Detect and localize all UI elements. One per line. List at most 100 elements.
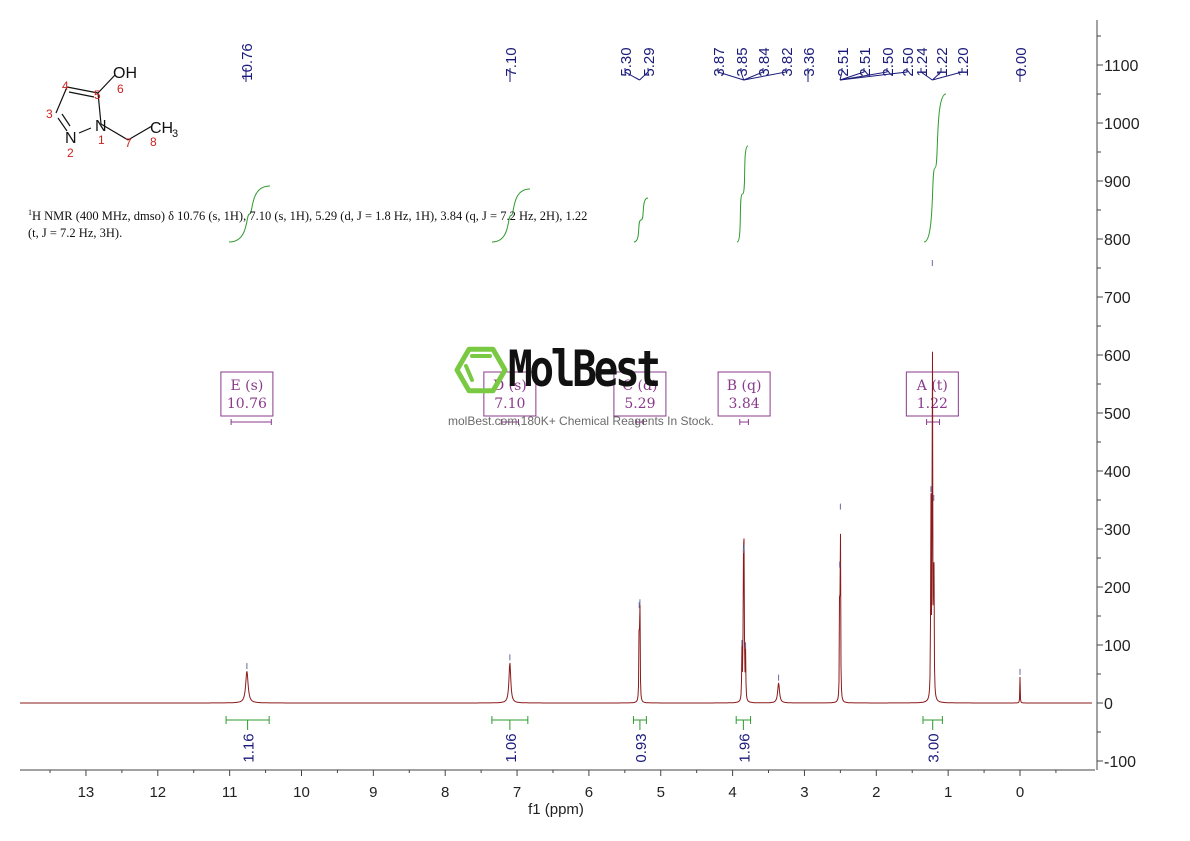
integral-value: 3.00 bbox=[926, 733, 943, 762]
superscript: 1 bbox=[28, 208, 32, 217]
x-tick-label: 2 bbox=[872, 784, 880, 801]
atom-number: 5 bbox=[94, 88, 101, 102]
y-tick-label: -100 bbox=[1104, 754, 1136, 771]
atom-number: 4 bbox=[62, 79, 69, 93]
peak-shift-label: 3.87 bbox=[711, 47, 728, 76]
y-tick-label: 200 bbox=[1104, 580, 1131, 597]
peak-label-connector bbox=[639, 68, 649, 81]
peak-label-connector bbox=[743, 68, 787, 81]
peak-label-connector bbox=[932, 68, 942, 81]
peak-shift-label: 1.24 bbox=[914, 47, 931, 76]
multiplet-shift: 7.10 bbox=[494, 396, 525, 412]
y-tick-label: 600 bbox=[1104, 348, 1131, 365]
x-tick-label: 8 bbox=[441, 784, 449, 801]
multiplet-range bbox=[500, 419, 519, 425]
y-tick-label: 500 bbox=[1104, 406, 1131, 423]
integral-value: 1.16 bbox=[241, 733, 258, 762]
multiplet-box bbox=[483, 371, 537, 417]
double-bond bbox=[61, 113, 71, 127]
x-tick-label: 12 bbox=[149, 784, 166, 801]
peak-label-connector bbox=[743, 68, 764, 81]
peak-shift-label: 0.00 bbox=[1013, 47, 1030, 76]
y-tick-label: 900 bbox=[1104, 174, 1131, 191]
peak-shift-label: 3.36 bbox=[801, 47, 818, 76]
peak-label-connector bbox=[839, 68, 865, 81]
bond bbox=[97, 74, 116, 94]
y-tick-label: 1000 bbox=[1104, 116, 1140, 133]
integral-value: 1.06 bbox=[503, 733, 520, 762]
multiplet-shift: 10.76 bbox=[227, 396, 267, 412]
multiplet-label: A (t) bbox=[916, 378, 948, 394]
atom-number: 3 bbox=[46, 107, 53, 121]
peak-label-connector bbox=[839, 68, 888, 81]
x-axis: 13 12 11 10 9 8 7 6 5 4 3 2 1 0f1 (ppm) bbox=[20, 769, 1095, 818]
integral-curve bbox=[491, 188, 531, 243]
integral-bar bbox=[225, 716, 270, 730]
integral-curve bbox=[736, 145, 749, 243]
x-tick-label: 3 bbox=[800, 784, 808, 801]
peak-shift-label: 3.85 bbox=[734, 47, 751, 76]
atom-number: 8 bbox=[150, 135, 157, 149]
integral-curve bbox=[228, 185, 271, 243]
peak-label-connector bbox=[920, 68, 933, 81]
integral-bar bbox=[491, 716, 529, 730]
bond bbox=[78, 127, 92, 134]
peak-label-connector bbox=[839, 68, 908, 81]
multiplet-box bbox=[220, 371, 274, 417]
peak-shift-label: 5.30 bbox=[618, 47, 635, 76]
peak-shift-label: 1.22 bbox=[934, 47, 951, 76]
multiplet-box bbox=[613, 371, 667, 417]
peak-shift-label: 7.10 bbox=[503, 47, 520, 76]
atom-number: 7 bbox=[125, 136, 132, 150]
integral-value: 0.93 bbox=[633, 733, 650, 762]
x-tick-label: 7 bbox=[513, 784, 521, 801]
x-tick-label: 0 bbox=[1016, 784, 1024, 801]
atom-number: 1 bbox=[98, 133, 105, 147]
peak-shift-label: 3.82 bbox=[779, 47, 796, 76]
peak-label-connector bbox=[932, 68, 963, 81]
double-bond bbox=[57, 117, 68, 132]
atom-number: 2 bbox=[67, 146, 74, 160]
double-bond bbox=[66, 86, 99, 94]
multiplet-label: B (q) bbox=[727, 378, 762, 394]
integral-bar bbox=[632, 716, 647, 730]
peak-shift-label: 2.51 bbox=[857, 47, 874, 76]
y-tick-label: 300 bbox=[1104, 522, 1131, 539]
spectrum-trace bbox=[20, 260, 1092, 704]
atom-CH3-subscript: 3 bbox=[172, 128, 178, 140]
multiplet-range bbox=[635, 419, 645, 425]
x-tick-label: 4 bbox=[728, 784, 736, 801]
multiplet-box bbox=[717, 371, 771, 417]
x-tick-label: 9 bbox=[369, 784, 377, 801]
peak-shift-label: 1.20 bbox=[955, 47, 972, 76]
peak-shift-label: 2.50 bbox=[900, 47, 917, 76]
peak-shift-label: 2.50 bbox=[880, 47, 897, 76]
multiplet-shift: 5.29 bbox=[624, 396, 655, 412]
integral-curve bbox=[923, 93, 947, 243]
atom-N1: N bbox=[95, 118, 107, 135]
x-tick-label: 6 bbox=[585, 784, 593, 801]
bond bbox=[127, 125, 153, 141]
multiplet-shift: 3.84 bbox=[729, 396, 760, 412]
peak-shift-label: 5.29 bbox=[641, 47, 658, 76]
multiplet-label: D (s) bbox=[493, 378, 527, 394]
multiplet-annotations: E (s) 10.76 D (s) 7.10 C (d) 5.29 B (q) 3.84 A (… bbox=[220, 371, 959, 425]
watermark-brand: MolBest bbox=[508, 340, 661, 398]
hexagon-icon bbox=[454, 346, 508, 394]
peak-shift-label: 10.76 bbox=[239, 43, 256, 81]
integral-curve bbox=[633, 197, 649, 243]
multiplet-label: C (d) bbox=[622, 378, 657, 394]
bond bbox=[97, 92, 102, 125]
bond bbox=[55, 86, 68, 114]
y-tick-label: 1100 bbox=[1104, 58, 1139, 75]
atom-N2: N bbox=[65, 130, 77, 147]
hexagon-inner-line bbox=[464, 364, 474, 382]
x-tick-label: 13 bbox=[78, 784, 95, 801]
y-tick-label: 700 bbox=[1104, 290, 1131, 307]
nmr-description-text: H NMR (400 MHz, dmso) δ 10.76 (s, 1H), 7… bbox=[28, 209, 588, 241]
peak-shift-label: 3.84 bbox=[756, 47, 773, 76]
multiplet-range bbox=[230, 419, 272, 425]
atom-CH3: CH bbox=[150, 120, 173, 137]
